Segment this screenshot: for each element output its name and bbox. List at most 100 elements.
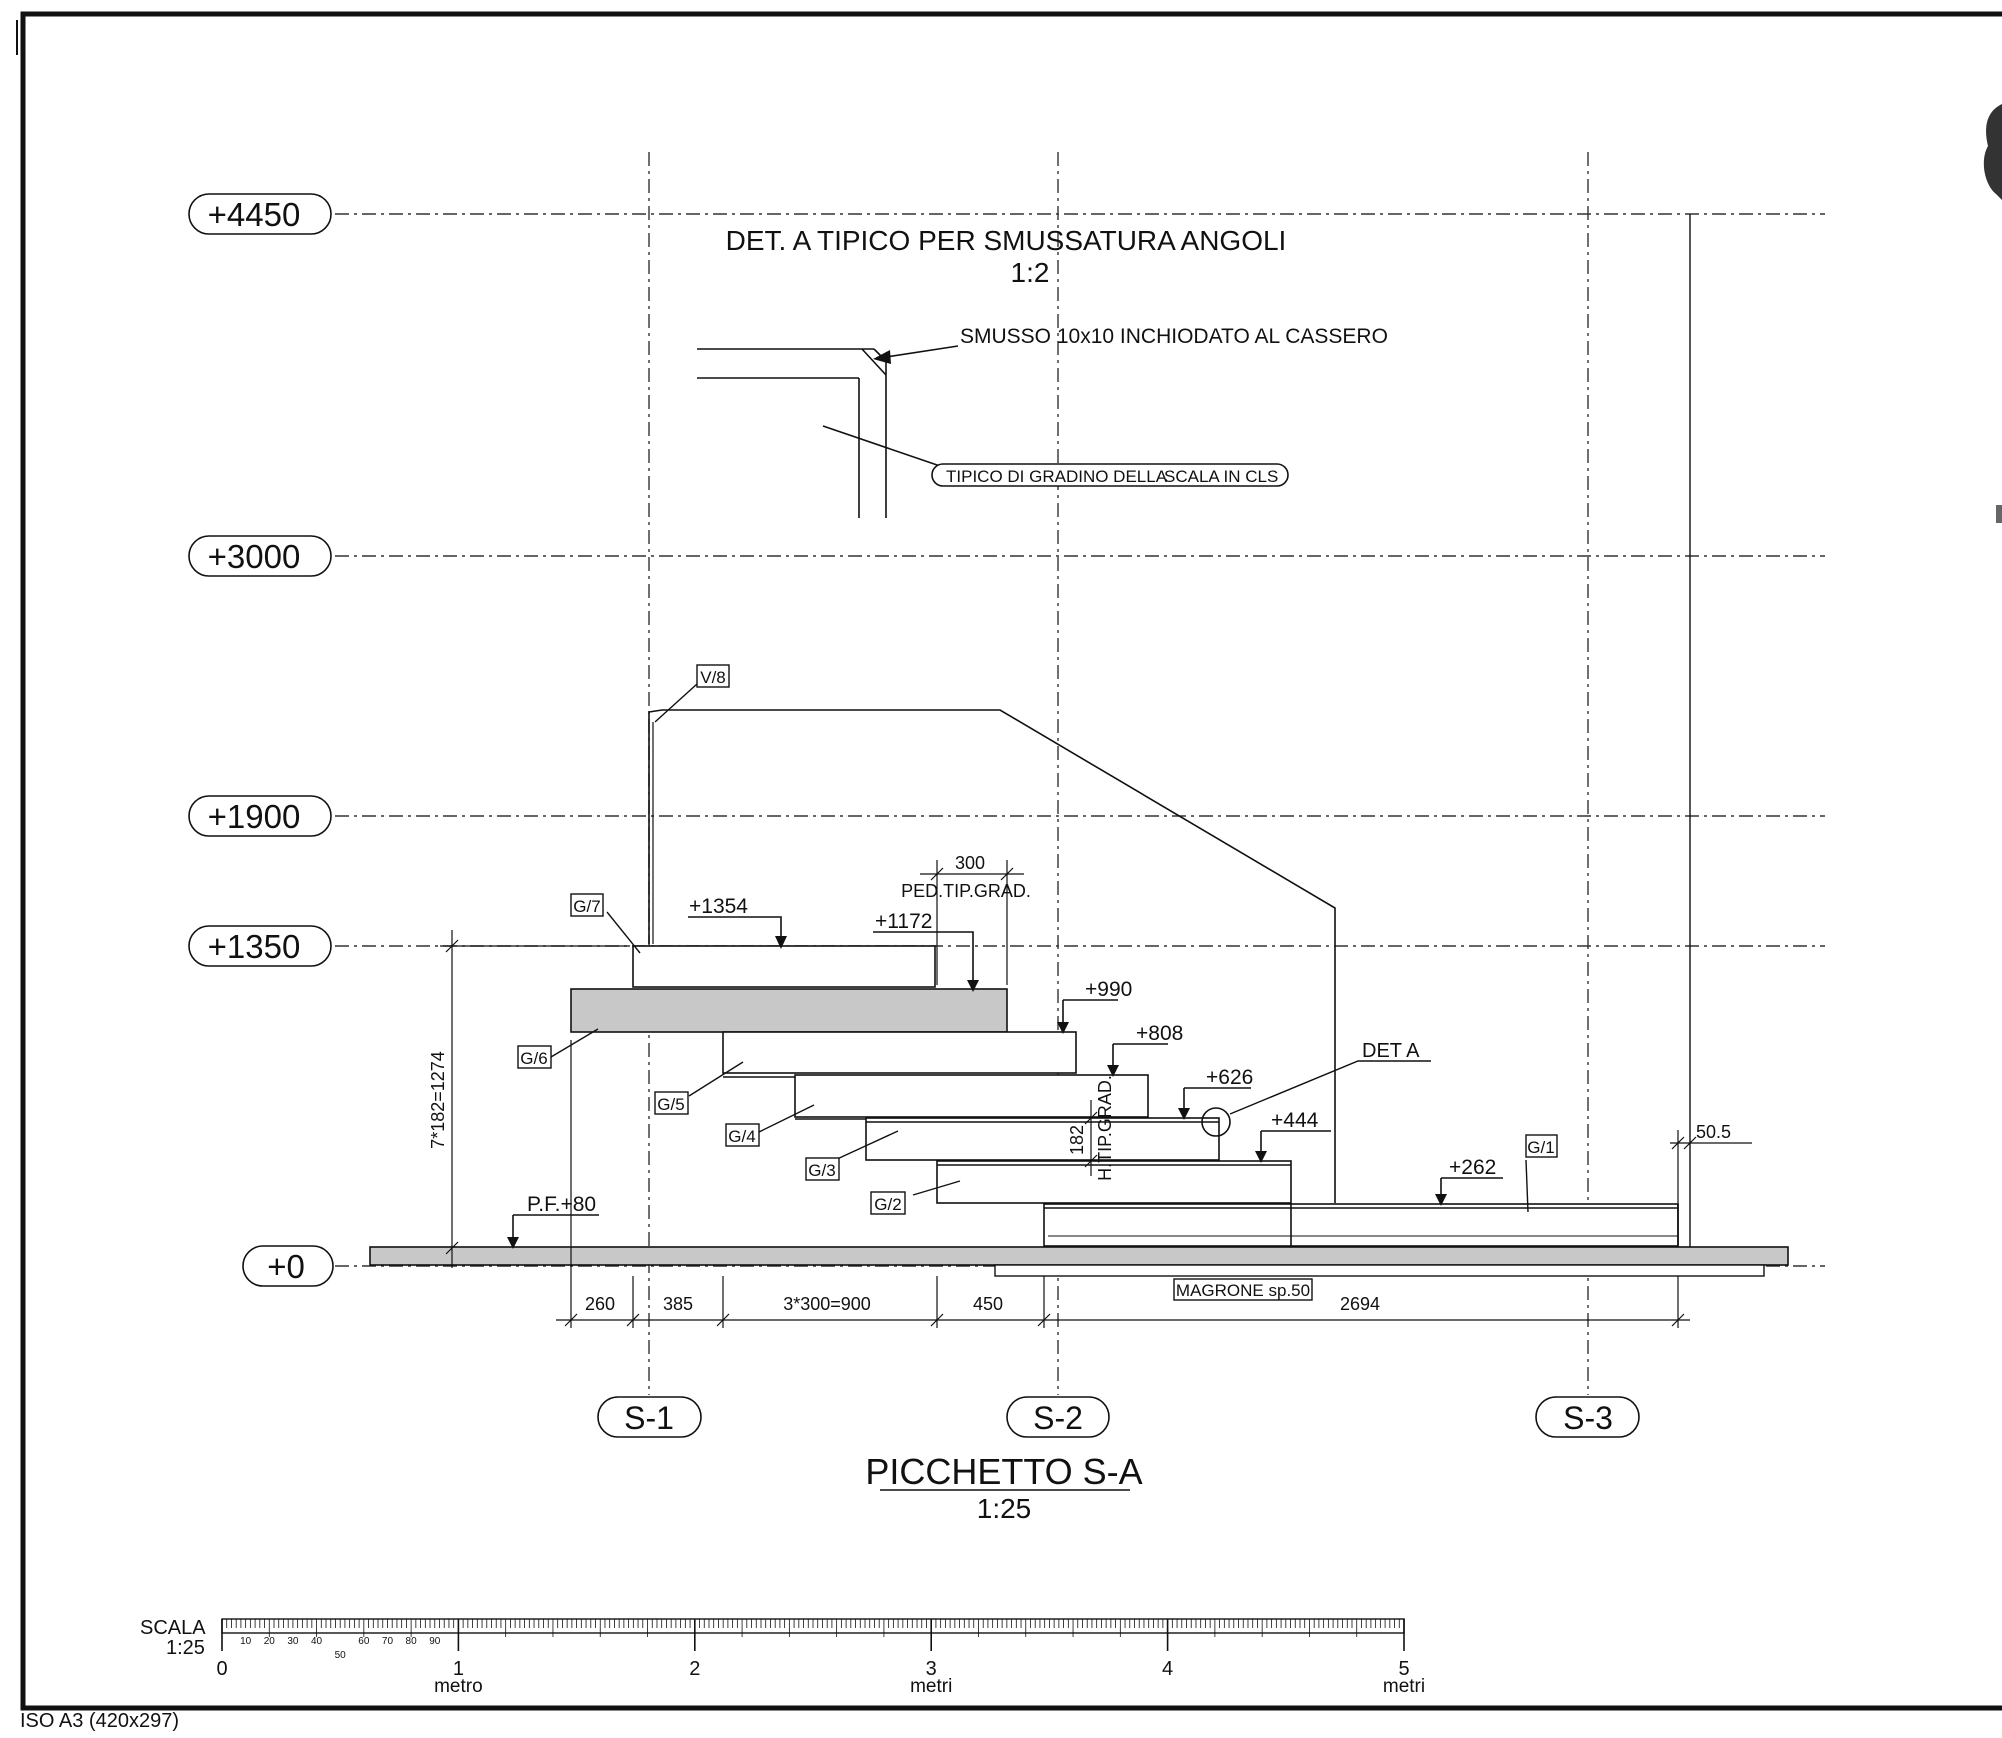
magrone-layer — [994, 1264, 1765, 1277]
axis-label-s1: S-1 — [624, 1400, 674, 1436]
dim-385: 385 — [663, 1294, 693, 1314]
tag-g1-label: G/1 — [1527, 1138, 1554, 1157]
sheet-size-label: ISO A3 (420x297) — [20, 1710, 179, 1732]
scale-major-label: 1 — [453, 1658, 464, 1680]
scale-fine-label: 90 — [429, 1636, 441, 1647]
level-label-0: +0 — [267, 1248, 305, 1285]
scale-fine-label: 80 — [406, 1636, 418, 1647]
scale-fine-label: 30 — [287, 1636, 299, 1647]
elev-262: +262 — [1449, 1156, 1496, 1179]
step-g3 — [865, 1117, 1220, 1161]
scale-fine-label: 20 — [264, 1636, 276, 1647]
step-note-b: SCALA IN CLS — [1164, 467, 1278, 486]
detail-title: DET. A TIPICO PER SMUSSATURA ANGOLI — [726, 225, 1287, 256]
section-title: PICCHETTO S-A — [865, 1451, 1142, 1492]
det-a-circle — [1201, 1107, 1231, 1137]
level-label-1900: +1900 — [208, 798, 301, 835]
axis-bubble-s2: S-2 — [1006, 1396, 1110, 1438]
wall-v8-outline — [648, 709, 1336, 1203]
scale-bar-title: SCALA — [140, 1617, 206, 1639]
scale-major-label: 2 — [689, 1658, 700, 1680]
tag-g3: G/3 — [805, 1157, 840, 1181]
level-bubble-3000: +3000 — [188, 535, 332, 577]
bottom-dimensions — [556, 1040, 1690, 1328]
section-scale: 1:25 — [977, 1493, 1032, 1524]
scale-unit-label: metri — [1383, 1676, 1425, 1697]
tag-g7-label: G/7 — [573, 897, 600, 916]
total-rise-dimension — [440, 930, 630, 1268]
tread-dimension — [920, 860, 1024, 985]
tag-v8: V/8 — [696, 664, 730, 688]
thickness-value: 50.5 — [1696, 1122, 1731, 1142]
level-bubble-1900: +1900 — [188, 795, 332, 837]
step-note-leader — [822, 425, 941, 467]
elev-pf: P.F.+80 — [527, 1193, 596, 1216]
step-g5 — [722, 1031, 1077, 1074]
tree-icon — [1983, 104, 2002, 200]
level-bubble-1350: +1350 — [188, 925, 332, 967]
scale-fine-label: 60 — [358, 1636, 370, 1647]
riser-value: 182 — [1067, 1125, 1087, 1155]
step-g4 — [794, 1074, 1149, 1118]
scale-major-label: 5 — [1398, 1658, 1409, 1680]
step-note-a: TIPICO DI GRADINO DELLA — [946, 467, 1168, 486]
edge-mark — [1996, 505, 2002, 523]
dim-2694: 2694 — [1340, 1294, 1380, 1314]
step-note-bubble — [931, 463, 1289, 487]
elev-990: +990 — [1085, 978, 1132, 1001]
scale-fine-label: 40 — [311, 1636, 323, 1647]
step-g7 — [632, 945, 936, 988]
dim-260: 260 — [585, 1294, 615, 1314]
det-a-label: DET A — [1362, 1040, 1420, 1062]
axis-label-s2: S-2 — [1033, 1400, 1083, 1436]
scale-fine-label: 10 — [240, 1636, 252, 1647]
elevation-arrowheads — [507, 936, 1447, 1249]
step-g2 — [936, 1160, 1292, 1204]
ground-slab — [369, 1246, 1789, 1266]
axis-bubble-s3: S-3 — [1535, 1396, 1640, 1438]
step-g1 — [1043, 1203, 1679, 1247]
tag-g3-label: G/3 — [808, 1161, 835, 1180]
scale-unit-label: metri — [910, 1676, 952, 1697]
tag-v8-label: V/8 — [700, 668, 726, 687]
level-label-3000: +3000 — [208, 538, 301, 575]
level-label-4450: +4450 — [208, 196, 301, 233]
level-label-1350: +1350 — [208, 928, 301, 965]
tag-g2: G/2 — [870, 1191, 906, 1215]
step-g6 — [570, 988, 1008, 1033]
stair-steps — [570, 214, 1691, 1247]
tread-label: PED.TIP.GRAD. — [901, 881, 1031, 901]
tag-g2-label: G/2 — [874, 1195, 901, 1214]
elev-444: +444 — [1271, 1109, 1319, 1132]
tag-g5-label: G/5 — [657, 1095, 684, 1114]
tag-g4-label: G/4 — [728, 1127, 755, 1146]
sheet-border — [20, 11, 2002, 1711]
tag-g5: G/5 — [654, 1091, 689, 1115]
dim-450: 450 — [973, 1294, 1003, 1314]
scale-major-label: 3 — [926, 1658, 937, 1680]
tread-value: 300 — [955, 853, 985, 873]
dim-900: 3*300=900 — [783, 1294, 871, 1314]
tag-g7: G/7 — [570, 893, 604, 917]
tag-g4: G/4 — [725, 1123, 760, 1147]
scale-major-label: 0 — [216, 1658, 227, 1680]
det-a-leader — [1229, 1060, 1431, 1115]
element-tag-leaders — [550, 683, 1529, 1213]
elev-1172: +1172 — [875, 910, 932, 933]
tag-g6-label: G/6 — [520, 1049, 547, 1068]
thickness-dimension — [1670, 1130, 1752, 1204]
scale-unit-label: metro — [434, 1676, 483, 1697]
scale-major-label: 4 — [1162, 1658, 1173, 1680]
magrone-label: MAGRONE sp.50 — [1176, 1281, 1310, 1300]
elev-1354: +1354 — [689, 895, 748, 918]
level-bubble-4450: +4450 — [188, 193, 332, 235]
tag-g6: G/6 — [517, 1045, 552, 1069]
scale-fine-label: 50 — [335, 1650, 347, 1661]
riser-label: H.TIP.GRAD. — [1095, 1075, 1115, 1181]
total-rise-label: 7*182=1274 — [428, 1051, 448, 1149]
elev-626: +626 — [1206, 1066, 1253, 1089]
scale-fine-label: 70 — [382, 1636, 394, 1647]
chamfer-leader — [873, 345, 959, 364]
riser-dimension — [1084, 1100, 1098, 1176]
